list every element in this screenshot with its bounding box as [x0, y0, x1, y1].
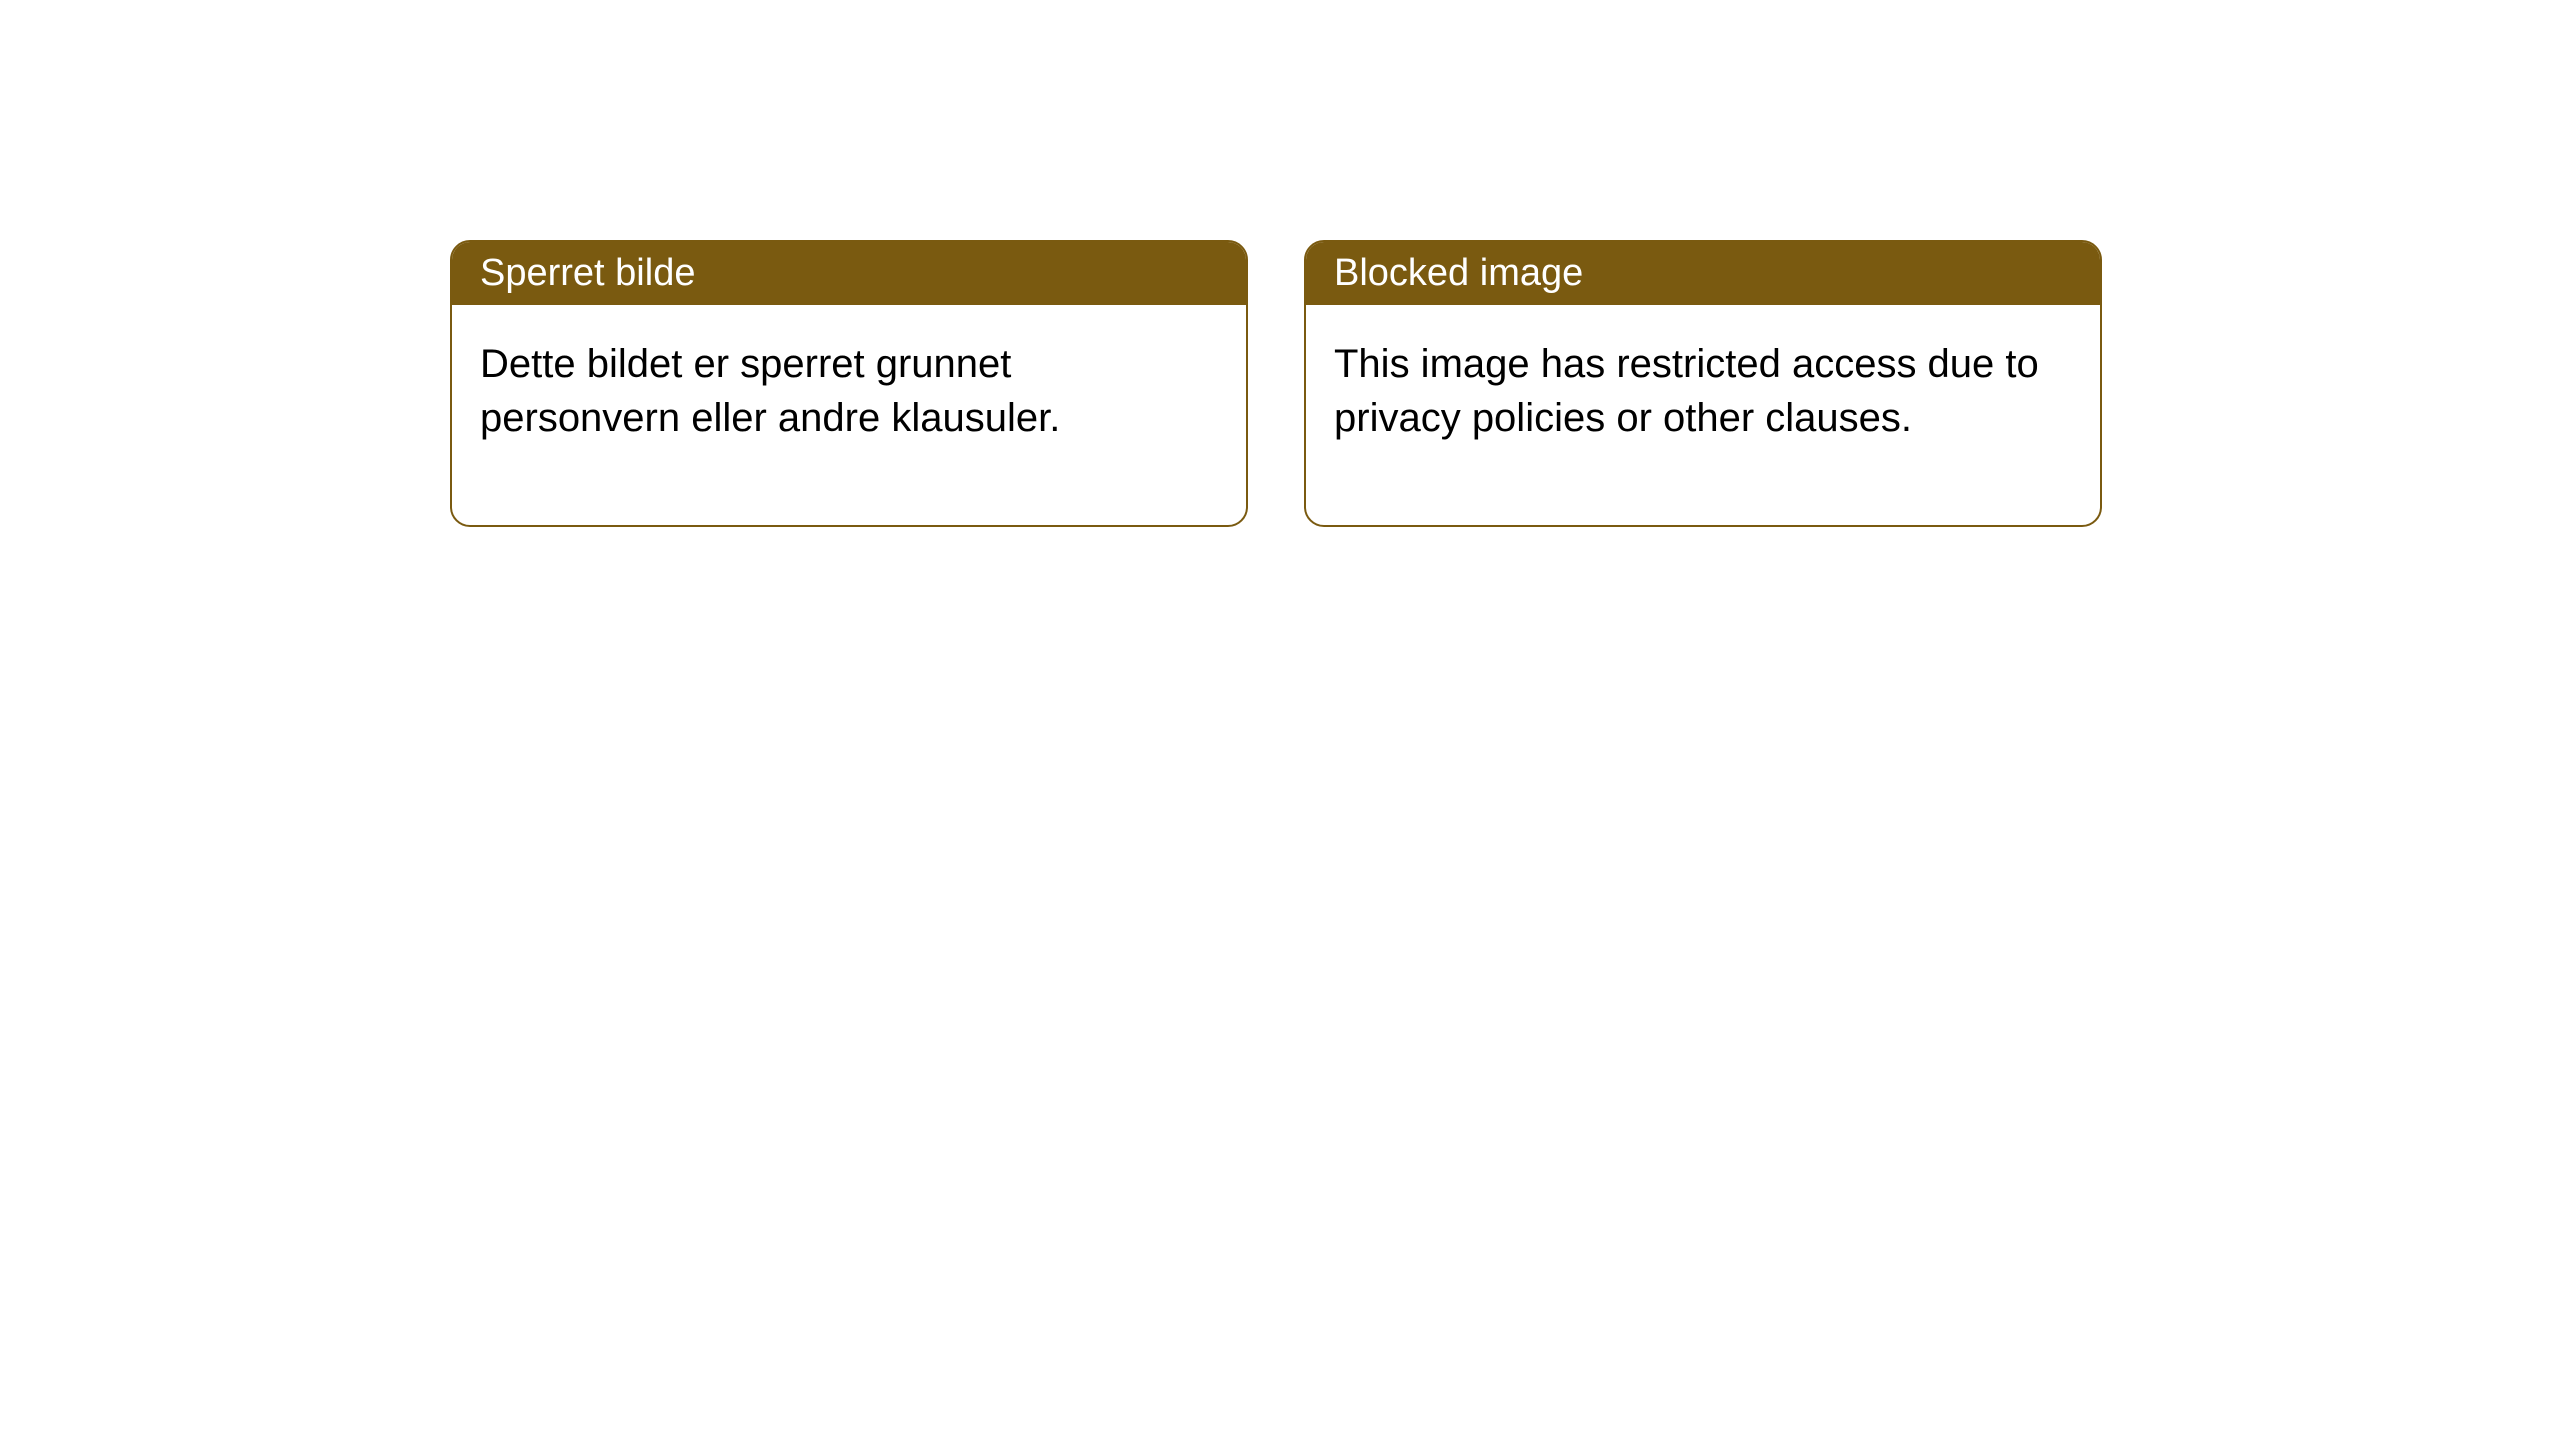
card-body: Dette bildet er sperret grunnet personve… — [452, 305, 1246, 525]
card-title: Blocked image — [1334, 252, 1583, 294]
card-title: Sperret bilde — [480, 252, 695, 294]
card-body-text: Dette bildet er sperret grunnet personve… — [480, 342, 1060, 440]
card-header: Sperret bilde — [452, 242, 1246, 305]
card-header: Blocked image — [1306, 242, 2100, 305]
card-body: This image has restricted access due to … — [1306, 305, 2100, 525]
blocked-image-card-english: Blocked image This image has restricted … — [1304, 240, 2102, 527]
blocked-image-card-norwegian: Sperret bilde Dette bildet er sperret gr… — [450, 240, 1248, 527]
cards-container: Sperret bilde Dette bildet er sperret gr… — [450, 240, 2102, 527]
card-body-text: This image has restricted access due to … — [1334, 342, 2039, 440]
